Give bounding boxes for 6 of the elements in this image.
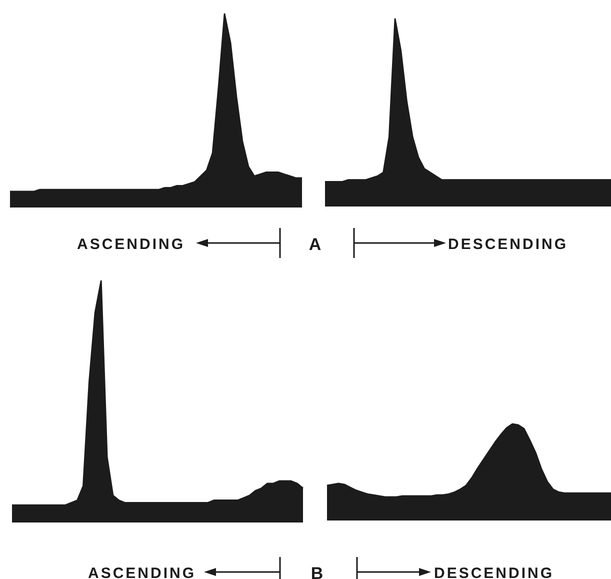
x-axis-title: ASCENDING	[76, 236, 185, 253]
x-axis-title: DESCENDING	[434, 565, 554, 579]
x-axis-title: DESCENDING	[448, 236, 568, 253]
text: A	[308, 235, 322, 254]
text: B	[310, 564, 324, 579]
x-axis-title: ASCENDING	[88, 565, 196, 579]
